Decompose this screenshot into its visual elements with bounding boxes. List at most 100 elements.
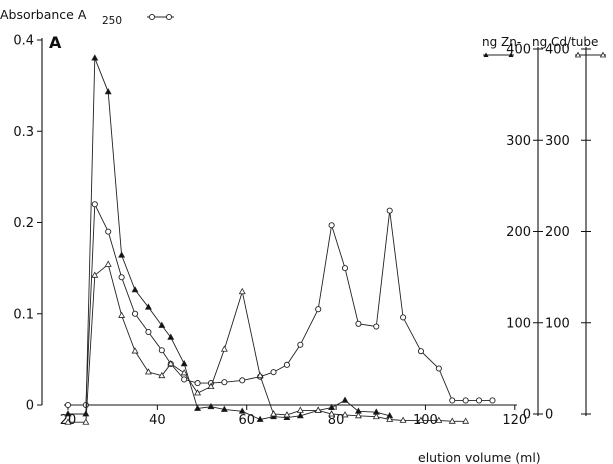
y-left-tick-label: 0 xyxy=(26,399,34,414)
data-point xyxy=(64,410,72,417)
series-line-triangle-filled xyxy=(68,57,390,420)
data-point xyxy=(270,369,277,376)
data-point xyxy=(489,397,496,404)
data-point xyxy=(314,406,322,413)
x-tick-label: 120 xyxy=(502,413,527,428)
y-right-zn-label: ng Zn- xyxy=(482,35,521,49)
data-point xyxy=(194,404,202,411)
data-point xyxy=(91,201,98,208)
y-right-cd-tick-label: 200 xyxy=(545,225,570,240)
y-right-zn-tick-label: 300 xyxy=(506,134,531,149)
y-right-zn-tick-label: 100 xyxy=(506,316,531,331)
data-point xyxy=(167,333,175,340)
y-left-tick-label: 0.3 xyxy=(13,125,34,140)
data-point xyxy=(158,371,166,379)
data-point xyxy=(297,341,304,348)
data-point xyxy=(328,410,336,417)
series-triangle-open xyxy=(64,260,470,425)
x-tick-label: 40 xyxy=(149,413,166,428)
data-point xyxy=(104,260,112,267)
legend-open-circle-icon xyxy=(147,13,174,21)
data-point xyxy=(372,412,380,420)
data-point xyxy=(373,323,380,330)
data-point xyxy=(355,320,362,327)
data-point xyxy=(386,415,394,422)
y-left-tick-label: 0.4 xyxy=(13,34,34,49)
y-left-label-subscript: 250 xyxy=(102,15,122,27)
y-right-zn-tick-label: 400 xyxy=(506,43,531,58)
data-point xyxy=(64,401,72,409)
data-point xyxy=(270,410,278,417)
legend-open-triangle-icon xyxy=(574,51,607,58)
data-point xyxy=(131,347,139,354)
series-line-triangle-open xyxy=(68,263,466,423)
data-point xyxy=(220,405,228,412)
data-point xyxy=(296,412,304,419)
data-point xyxy=(131,286,139,293)
data-point xyxy=(194,389,202,396)
series-line-circle-open xyxy=(68,204,493,406)
y-left-label: Absorbance A xyxy=(0,7,87,22)
data-point xyxy=(341,396,349,403)
y-right-ticks: 0 0 100 100 200 200 300 300 400 400 xyxy=(506,43,591,423)
data-point xyxy=(400,314,407,321)
data-point xyxy=(239,377,246,384)
y-right-zn-tick-label: 0 xyxy=(523,408,531,423)
data-point xyxy=(328,403,336,411)
data-point xyxy=(221,379,228,386)
data-point xyxy=(341,265,349,272)
series-triangle-filled xyxy=(64,54,394,422)
data-point xyxy=(181,376,188,383)
data-point xyxy=(354,412,362,419)
data-point xyxy=(341,411,349,418)
y-right-zn-tick-label: 200 xyxy=(506,225,531,240)
y-left-ticks: 0 0.1 0.2 0.3 0.4 xyxy=(13,34,42,414)
y-right-cd-tick-label: 100 xyxy=(545,316,570,331)
data-point xyxy=(144,368,152,375)
data-point xyxy=(238,287,246,295)
y-left-tick-label: 0.2 xyxy=(13,216,34,231)
data-point xyxy=(256,415,264,422)
data-point xyxy=(417,348,425,355)
data-point xyxy=(158,347,165,354)
data-point xyxy=(435,416,443,423)
y-left-tick-label: 0.1 xyxy=(13,307,34,322)
data-point xyxy=(145,328,152,336)
data-point xyxy=(283,361,290,368)
data-point xyxy=(118,274,125,281)
data-point xyxy=(118,311,126,318)
data-point xyxy=(82,418,90,425)
data-point xyxy=(386,207,393,214)
data-point xyxy=(449,397,456,404)
series-layer xyxy=(64,54,496,425)
x-axis-label: elution volume (ml) xyxy=(418,450,541,464)
data-point xyxy=(296,406,304,413)
data-point xyxy=(158,321,166,328)
data-point xyxy=(283,411,291,418)
data-point xyxy=(238,407,246,414)
x-tick-label: 60 xyxy=(238,413,255,428)
data-point xyxy=(105,228,112,235)
data-point xyxy=(462,397,469,404)
data-point xyxy=(220,345,228,352)
data-point xyxy=(448,417,456,424)
data-point xyxy=(399,416,407,423)
data-point xyxy=(476,397,483,404)
data-point xyxy=(315,306,322,313)
legend-filled-triangle-icon xyxy=(483,52,514,57)
data-point xyxy=(144,303,152,310)
data-point xyxy=(91,54,99,61)
x-tick-label: 80 xyxy=(328,413,345,428)
data-point xyxy=(167,359,175,367)
series-circle-open xyxy=(64,201,496,409)
data-point xyxy=(180,359,188,367)
data-point xyxy=(118,251,126,258)
data-point xyxy=(462,417,470,424)
y-right-cd-tick-label: 0 xyxy=(545,408,553,423)
y-right-cd-label: ng Cd/tube xyxy=(532,35,598,49)
data-point xyxy=(194,380,201,387)
data-point xyxy=(207,402,215,410)
data-point xyxy=(131,310,139,317)
data-point xyxy=(91,271,99,278)
